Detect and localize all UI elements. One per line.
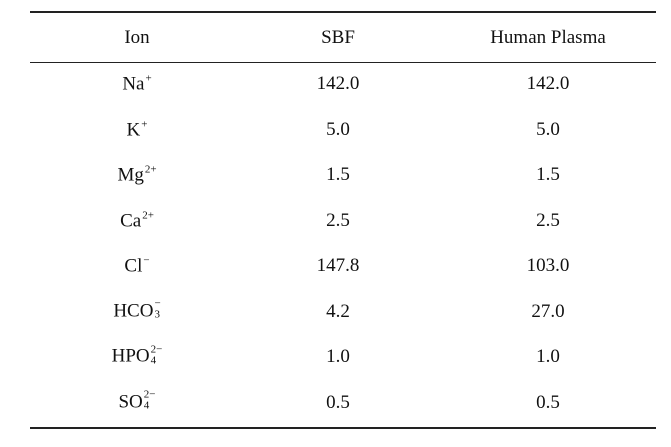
ion-cell: HPO 2− 4 bbox=[111, 344, 163, 369]
ion-charge: 2+ bbox=[144, 163, 157, 176]
ion-subscript: 4 bbox=[143, 399, 150, 412]
ion-charge: − bbox=[143, 254, 150, 267]
value-cell: 1.0 bbox=[536, 346, 560, 367]
ion-symbol: HPO bbox=[111, 345, 150, 367]
value-cell: 142.0 bbox=[526, 73, 570, 94]
top-rule bbox=[30, 11, 656, 13]
ion-subscript: 3 bbox=[154, 308, 160, 321]
bottom-rule bbox=[30, 427, 656, 429]
ion-symbol: Ca bbox=[120, 210, 142, 231]
value-cell: 4.2 bbox=[326, 300, 350, 322]
value-cell: 1.0 bbox=[326, 346, 350, 367]
header-cell: Human Plasma bbox=[490, 27, 606, 48]
ion-cell: Cl− bbox=[124, 255, 149, 278]
value-cell: 103.0 bbox=[526, 255, 570, 276]
ion-symbol: SO bbox=[118, 391, 143, 413]
ion-charge: + bbox=[141, 118, 148, 130]
value-cell: 0.5 bbox=[326, 391, 350, 413]
ion-cell: K+ bbox=[127, 118, 148, 141]
value-cell: 1.5 bbox=[536, 164, 560, 185]
value-cell: 2.5 bbox=[536, 209, 560, 231]
value-cell: 5.0 bbox=[326, 118, 350, 140]
ion-scripts: 2− 4 bbox=[143, 388, 156, 412]
header-cell: SBF bbox=[321, 27, 355, 48]
ion-symbol: Cl bbox=[124, 255, 143, 277]
value-cell: 142.0 bbox=[316, 73, 360, 94]
ion-charge: 2− bbox=[143, 388, 156, 401]
ion-cell: Na+ bbox=[122, 73, 151, 96]
ion-cell: Ca2+ bbox=[120, 209, 154, 232]
header-rule bbox=[30, 62, 656, 63]
ion-symbol: Na bbox=[122, 73, 145, 95]
ion-symbol: HCO bbox=[113, 300, 154, 322]
ion-cell: Mg2+ bbox=[117, 164, 156, 187]
value-cell: 0.5 bbox=[536, 391, 560, 413]
header-cell: Ion bbox=[124, 27, 150, 48]
ion-symbol: Mg bbox=[117, 164, 144, 186]
ion-cell: HCO −3 bbox=[113, 297, 161, 323]
value-cell: 147.8 bbox=[316, 255, 360, 276]
ion-subscript: 4 bbox=[150, 354, 157, 367]
ion-charge: + bbox=[145, 72, 152, 85]
ion-charge: 2+ bbox=[142, 209, 154, 221]
value-cell: 27.0 bbox=[531, 300, 565, 322]
ion-scripts: −3 bbox=[154, 297, 161, 321]
ion-cell: SO 2− 4 bbox=[118, 388, 156, 414]
ion-symbol: K bbox=[126, 119, 141, 140]
ion-charge: 2− bbox=[150, 343, 163, 356]
ion-charge: − bbox=[154, 297, 161, 310]
value-cell: 2.5 bbox=[326, 209, 350, 231]
value-cell: 5.0 bbox=[536, 118, 560, 140]
ion-scripts: 2− 4 bbox=[151, 344, 163, 366]
value-cell: 1.5 bbox=[326, 164, 350, 185]
